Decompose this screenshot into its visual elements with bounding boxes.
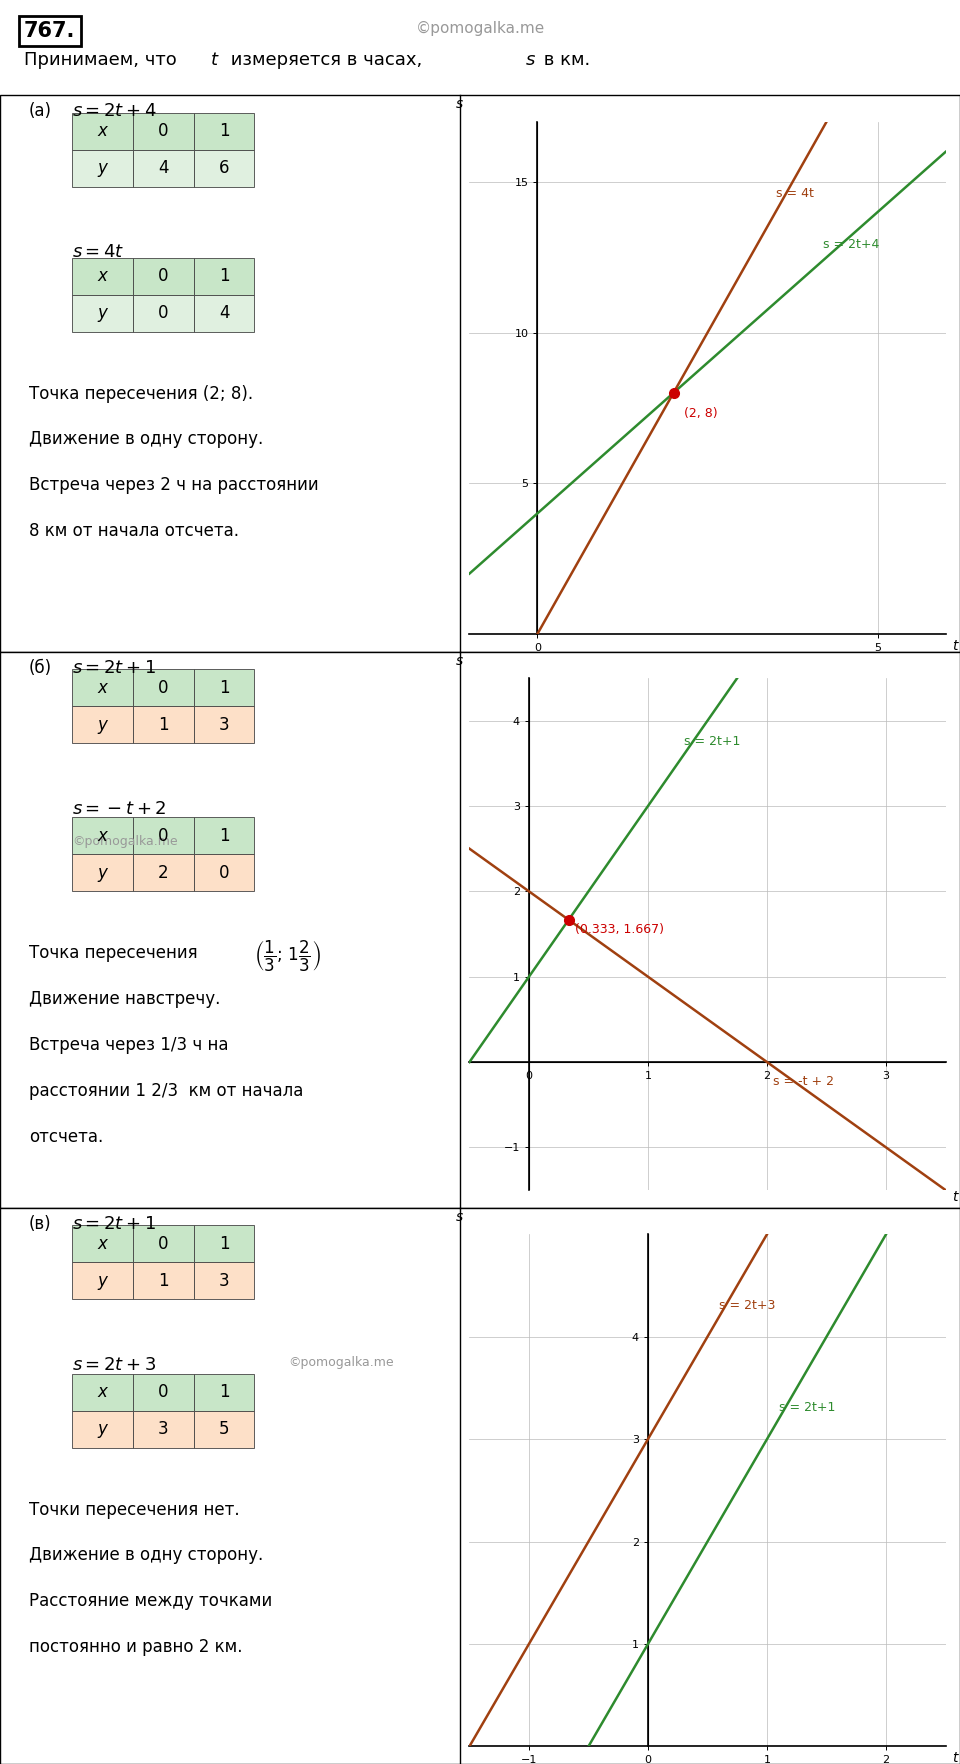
- Text: постоянно и равно 2 км.: постоянно и равно 2 км.: [29, 1639, 242, 1656]
- Text: Принимаем, что: Принимаем, что: [24, 51, 182, 69]
- Text: (в): (в): [29, 1215, 52, 1233]
- Text: x: x: [98, 122, 108, 141]
- Text: 0: 0: [158, 303, 168, 323]
- Text: x: x: [98, 1383, 108, 1401]
- Text: y: y: [98, 1420, 108, 1438]
- Text: 1: 1: [219, 1235, 229, 1252]
- Text: 8 км от начала отсчета.: 8 км от начала отсчета.: [29, 522, 239, 540]
- Text: ©pomogalka.me: ©pomogalka.me: [416, 21, 544, 37]
- Text: y: y: [98, 864, 108, 882]
- Text: y: y: [98, 716, 108, 734]
- Text: (2, 8): (2, 8): [684, 407, 717, 420]
- Text: s = 2t+1: s = 2t+1: [779, 1401, 835, 1415]
- Text: 0: 0: [158, 827, 168, 845]
- Text: (a): (a): [29, 102, 52, 120]
- Text: 0: 0: [158, 122, 168, 141]
- Y-axis label: s: s: [456, 654, 464, 669]
- Text: s: s: [526, 51, 536, 69]
- Text: 0: 0: [219, 864, 229, 882]
- Text: Расстояние между точками: Расстояние между точками: [29, 1593, 272, 1611]
- Text: (б): (б): [29, 658, 52, 677]
- Text: Встреча через 1/3 ч на: Встреча через 1/3 ч на: [29, 1035, 228, 1055]
- Text: 0: 0: [158, 266, 168, 286]
- Text: 1: 1: [219, 266, 229, 286]
- Text: ©pomogalka.me: ©pomogalka.me: [72, 834, 178, 848]
- Text: 6: 6: [219, 159, 229, 178]
- Text: 1: 1: [157, 716, 169, 734]
- Text: 1: 1: [219, 827, 229, 845]
- Text: 1: 1: [219, 679, 229, 697]
- Text: Точки пересечения нет.: Точки пересечения нет.: [29, 1501, 239, 1519]
- Text: y: y: [98, 303, 108, 323]
- Text: 3: 3: [219, 716, 229, 734]
- Text: ©pomogalka.me: ©pomogalka.me: [288, 1357, 394, 1369]
- Text: t: t: [211, 51, 218, 69]
- Text: Движение в одну сторону.: Движение в одну сторону.: [29, 1547, 263, 1565]
- X-axis label: t: t: [952, 639, 958, 653]
- Text: $s = 2t + 1$: $s = 2t + 1$: [72, 658, 156, 677]
- Text: x: x: [98, 827, 108, 845]
- Text: $s = 2t + 3$: $s = 2t + 3$: [72, 1357, 156, 1374]
- Text: 767.: 767.: [24, 21, 76, 41]
- Text: $s = 2t + 1$: $s = 2t + 1$: [72, 1215, 156, 1233]
- Text: Встреча через 2 ч на расстоянии: Встреча через 2 ч на расстоянии: [29, 476, 319, 494]
- Text: расстоянии 1 2/3  км от начала: расстоянии 1 2/3 км от начала: [29, 1081, 303, 1101]
- Text: 0: 0: [158, 1235, 168, 1252]
- Text: измеряется в часах,: измеряется в часах,: [225, 51, 427, 69]
- Text: 3: 3: [219, 1272, 229, 1289]
- Text: s = 2t+4: s = 2t+4: [823, 238, 879, 250]
- Text: Движение в одну сторону.: Движение в одну сторону.: [29, 430, 263, 448]
- Text: 1: 1: [219, 122, 229, 141]
- Text: x: x: [98, 1235, 108, 1252]
- Text: в км.: в км.: [538, 51, 589, 69]
- Text: 1: 1: [219, 1383, 229, 1401]
- Text: y: y: [98, 159, 108, 178]
- Text: Движение навстречу.: Движение навстречу.: [29, 990, 220, 1009]
- Text: s = 2t+1: s = 2t+1: [684, 734, 740, 748]
- Text: 1: 1: [157, 1272, 169, 1289]
- Text: Точка пересечения: Точка пересечения: [29, 944, 203, 963]
- Text: 3: 3: [157, 1420, 169, 1438]
- Text: s = -t + 2: s = -t + 2: [773, 1074, 834, 1088]
- Text: 5: 5: [219, 1420, 229, 1438]
- Text: отсчета.: отсчета.: [29, 1127, 103, 1147]
- Y-axis label: s: s: [456, 1210, 464, 1224]
- Text: s = 2t+3: s = 2t+3: [719, 1298, 776, 1312]
- Text: $s = 4t$: $s = 4t$: [72, 243, 125, 261]
- Text: $\left(\dfrac{1}{3};\, 1\dfrac{2}{3}\right)$: $\left(\dfrac{1}{3};\, 1\dfrac{2}{3}\rig…: [254, 938, 322, 974]
- X-axis label: t: t: [952, 1752, 958, 1764]
- Text: 4: 4: [158, 159, 168, 178]
- Text: x: x: [98, 679, 108, 697]
- Text: 4: 4: [219, 303, 229, 323]
- Text: 0: 0: [158, 679, 168, 697]
- Text: x: x: [98, 266, 108, 286]
- Text: y: y: [98, 1272, 108, 1289]
- Text: 2: 2: [157, 864, 169, 882]
- Text: s = 4t: s = 4t: [776, 187, 813, 199]
- X-axis label: t: t: [952, 1191, 958, 1205]
- Text: 0: 0: [158, 1383, 168, 1401]
- Text: $s = -t + 2$: $s = -t + 2$: [72, 799, 166, 818]
- Y-axis label: s: s: [456, 97, 464, 111]
- Text: Точка пересечения (2; 8).: Точка пересечения (2; 8).: [29, 385, 252, 402]
- Text: (0.333, 1.667): (0.333, 1.667): [574, 923, 663, 935]
- Text: $s = 2t + 4$: $s = 2t + 4$: [72, 102, 156, 120]
